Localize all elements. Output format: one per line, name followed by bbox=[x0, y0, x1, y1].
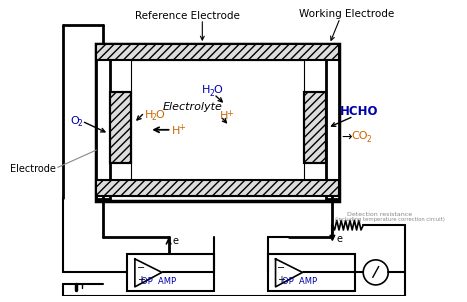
Text: H: H bbox=[171, 126, 180, 136]
Text: H: H bbox=[219, 111, 228, 121]
Text: O: O bbox=[155, 110, 164, 120]
Polygon shape bbox=[135, 259, 162, 287]
Text: +: + bbox=[178, 123, 185, 132]
Text: O: O bbox=[71, 116, 79, 126]
Text: Detection resistance: Detection resistance bbox=[347, 212, 412, 217]
Bar bbox=[325, 44, 339, 199]
Text: →: → bbox=[341, 131, 352, 144]
Text: 2: 2 bbox=[77, 119, 82, 128]
Bar bbox=[127, 254, 214, 291]
Text: Electrolyte: Electrolyte bbox=[163, 102, 223, 112]
Bar bbox=[304, 92, 325, 162]
Text: e: e bbox=[336, 234, 342, 244]
Bar bbox=[96, 44, 339, 201]
Text: −: − bbox=[277, 263, 286, 273]
Bar bbox=[96, 180, 339, 196]
Text: e: e bbox=[172, 236, 178, 246]
Text: CO: CO bbox=[352, 131, 368, 141]
Text: HCHO: HCHO bbox=[340, 105, 379, 118]
Text: Electrode: Electrode bbox=[10, 165, 56, 175]
Bar bbox=[96, 44, 110, 199]
Text: 2: 2 bbox=[366, 135, 371, 144]
Bar bbox=[304, 92, 325, 162]
Text: 2: 2 bbox=[151, 114, 156, 122]
Text: (including temperature correction circuit): (including temperature correction circui… bbox=[335, 217, 445, 223]
Polygon shape bbox=[276, 259, 303, 287]
Bar bbox=[131, 60, 304, 196]
Text: OP  AMP: OP AMP bbox=[142, 277, 177, 286]
Text: O: O bbox=[213, 85, 222, 95]
Bar bbox=[110, 92, 131, 162]
Text: H: H bbox=[144, 110, 153, 120]
Text: +: + bbox=[137, 275, 145, 285]
Bar bbox=[96, 44, 339, 60]
Text: 2: 2 bbox=[209, 89, 214, 98]
Text: Reference Electrode: Reference Electrode bbox=[135, 11, 241, 21]
Text: +: + bbox=[277, 275, 285, 285]
Text: −: − bbox=[137, 263, 145, 273]
Text: OP  AMP: OP AMP bbox=[282, 277, 317, 286]
Bar bbox=[110, 92, 131, 162]
Text: +: + bbox=[226, 109, 234, 117]
Text: Working Electrode: Working Electrode bbox=[299, 9, 395, 19]
Text: H: H bbox=[202, 85, 211, 95]
Bar bbox=[268, 254, 354, 291]
